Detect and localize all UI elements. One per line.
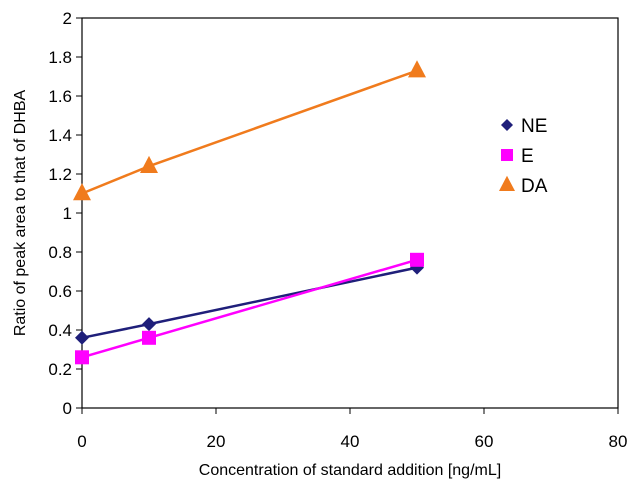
legend-label-ne: NE	[521, 116, 547, 137]
legend-marker-e	[501, 149, 513, 161]
y-tick-label: 2	[63, 9, 72, 28]
plot-area	[81, 17, 619, 409]
data-point-e	[142, 330, 156, 345]
y-axis-title: Ratio of peak area to that of DHBA	[12, 89, 29, 336]
series-layer	[73, 60, 426, 365]
data-point-da	[408, 60, 426, 78]
y-tick-label: 1.4	[48, 126, 72, 145]
legend-label-e: E	[521, 146, 534, 167]
data-point-ne	[75, 330, 89, 345]
y-tick-label: 1	[63, 204, 72, 223]
legend-item-ne: NE	[501, 116, 547, 137]
y-tick-label: 0.4	[48, 321, 72, 340]
y-tick-label: 1.8	[48, 48, 72, 67]
y-tick-label: 0.8	[48, 243, 72, 262]
y-tick-label: 1.2	[48, 165, 72, 184]
x-tick-label: 40	[341, 432, 360, 451]
legend-label-da: DA	[521, 176, 548, 197]
x-tick-label: 80	[609, 432, 628, 451]
series-e	[75, 252, 424, 365]
x-axis-title: Concentration of standard addition [ng/m…	[199, 462, 501, 479]
y-tick-label: 0.2	[48, 360, 72, 379]
data-point-e	[75, 350, 89, 365]
legend-item-da: DA	[499, 175, 548, 197]
data-point-da	[140, 155, 158, 173]
legend: NE E DA	[499, 116, 548, 197]
series-da	[73, 60, 426, 201]
y-axis-ticks: 0 0.2 0.4 0.6 0.8 1 1.2 1.4 1.6 1.8 2	[48, 9, 82, 418]
data-point-da	[73, 183, 91, 201]
x-axis-ticks: 0 20 40 60 80	[77, 408, 627, 451]
legend-item-e: E	[501, 146, 534, 167]
y-tick-label: 0	[63, 399, 72, 418]
data-point-ne	[142, 317, 156, 332]
x-tick-label: 20	[207, 432, 226, 451]
data-point-e	[410, 252, 424, 267]
x-tick-label: 60	[475, 432, 494, 451]
legend-marker-ne	[501, 119, 513, 131]
x-tick-label: 0	[77, 432, 86, 451]
legend-marker-da	[499, 175, 515, 191]
y-tick-label: 0.6	[48, 282, 72, 301]
y-tick-label: 1.6	[48, 87, 72, 106]
